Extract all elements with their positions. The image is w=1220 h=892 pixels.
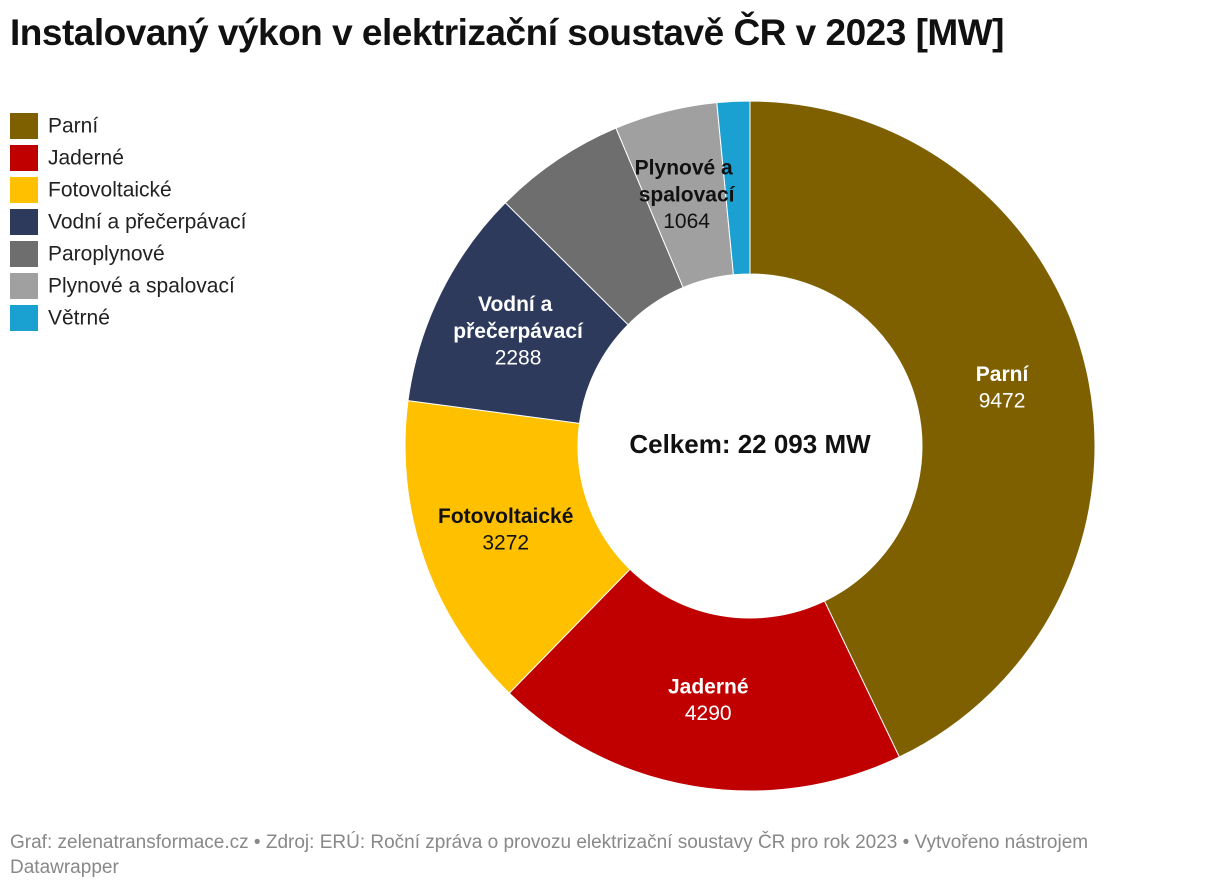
center-label: Celkem: 22 093 MW — [629, 429, 871, 459]
value-label: 4290 — [685, 702, 732, 725]
legend-label: Vodní a přečerpávací — [48, 211, 247, 234]
legend-label: Plynové a spalovací — [48, 275, 235, 298]
value-label: 3272 — [482, 532, 529, 555]
slice-label: Fotovoltaické — [438, 505, 573, 528]
value-label: 1064 — [663, 210, 710, 233]
legend-swatch — [10, 241, 38, 267]
value-label: 2288 — [495, 346, 542, 369]
legend-label: Parní — [48, 115, 98, 138]
legend-swatch — [10, 177, 38, 203]
legend-swatch — [10, 305, 38, 331]
chart-title: Instalovaný výkon v elektrizační soustav… — [10, 12, 1005, 53]
donut-slice — [716, 100, 751, 276]
chart: Celkem: 22 093 MW Parní 9472 Jaderné 4290 Fo… — [10, 100, 1096, 792]
legend-label: Paroplynové — [48, 243, 165, 266]
legend-swatch — [10, 113, 38, 139]
donut-slice — [508, 568, 901, 792]
slice-label: Parní — [976, 363, 1030, 386]
legend-swatch — [10, 209, 38, 235]
legend-label: Fotovoltaické — [48, 179, 172, 202]
legend-label: Větrné — [48, 307, 110, 330]
source-note: Graf: zelenatransformace.cz • Zdroj: ERÚ… — [10, 832, 1089, 878]
donut-slice — [404, 400, 631, 694]
donut-slice — [749, 100, 1096, 758]
legend-swatch — [10, 273, 38, 299]
slice-label: Plynové a spalovací — [635, 156, 739, 206]
legend-label: Jaderné — [48, 147, 124, 170]
slice-label: Jaderné — [668, 675, 749, 698]
slice-label: Vodní a přečerpávací — [453, 292, 584, 342]
legend-swatch — [10, 145, 38, 171]
value-label: 9472 — [979, 390, 1026, 413]
